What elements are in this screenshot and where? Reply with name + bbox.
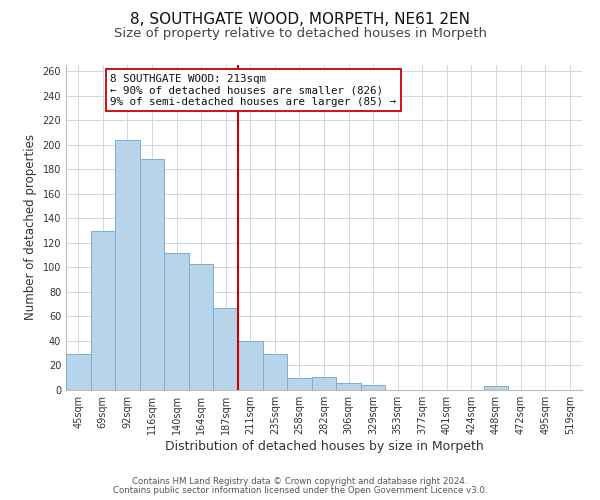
- Bar: [189, 264, 214, 390]
- Text: Size of property relative to detached houses in Morpeth: Size of property relative to detached ho…: [113, 28, 487, 40]
- X-axis label: Distribution of detached houses by size in Morpeth: Distribution of detached houses by size …: [164, 440, 484, 453]
- Text: Contains public sector information licensed under the Open Government Licence v3: Contains public sector information licen…: [113, 486, 487, 495]
- Text: 8, SOUTHGATE WOOD, MORPETH, NE61 2EN: 8, SOUTHGATE WOOD, MORPETH, NE61 2EN: [130, 12, 470, 28]
- Text: Contains HM Land Registry data © Crown copyright and database right 2024.: Contains HM Land Registry data © Crown c…: [132, 477, 468, 486]
- Y-axis label: Number of detached properties: Number of detached properties: [24, 134, 37, 320]
- Bar: [361, 385, 385, 390]
- Bar: [91, 230, 115, 390]
- Bar: [66, 354, 91, 390]
- Bar: [214, 308, 238, 390]
- Bar: [164, 252, 189, 390]
- Bar: [263, 354, 287, 390]
- Bar: [312, 376, 336, 390]
- Text: 8 SOUTHGATE WOOD: 213sqm
← 90% of detached houses are smaller (826)
9% of semi-d: 8 SOUTHGATE WOOD: 213sqm ← 90% of detach…: [110, 74, 396, 107]
- Bar: [484, 386, 508, 390]
- Bar: [140, 160, 164, 390]
- Bar: [238, 341, 263, 390]
- Bar: [336, 382, 361, 390]
- Bar: [115, 140, 140, 390]
- Bar: [287, 378, 312, 390]
